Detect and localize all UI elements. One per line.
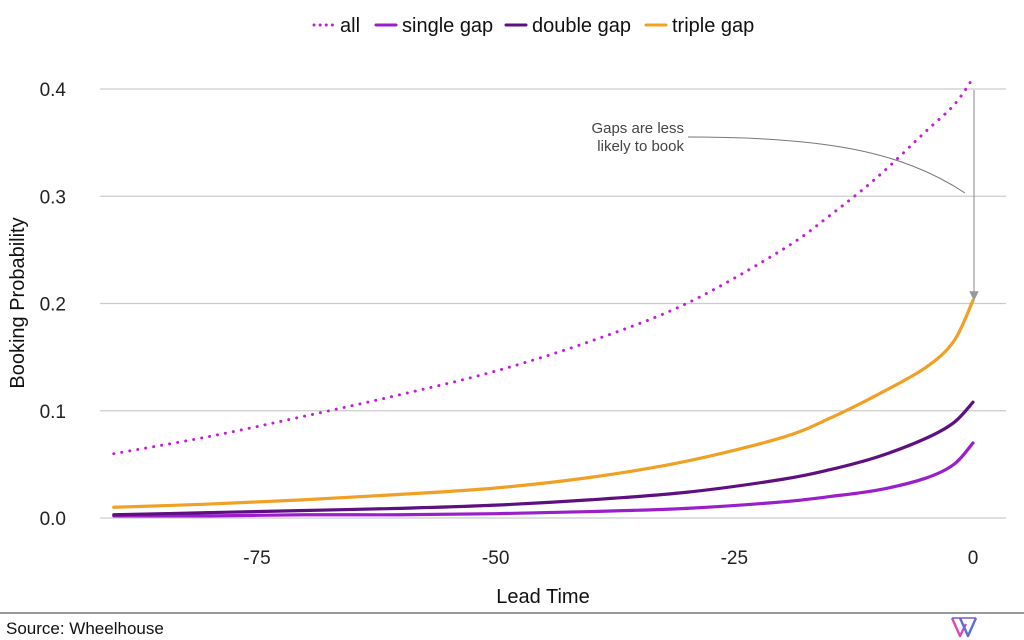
- legend-item-single-gap: single gap: [374, 15, 493, 37]
- y-tick-label: 0.0: [40, 509, 66, 530]
- series-line-single-gap: [112, 441, 975, 518]
- legend-item-all: all: [312, 15, 360, 37]
- annotation: Gaps are less likely to book: [591, 90, 979, 301]
- x-tick-label: -25: [721, 548, 748, 569]
- axis-ticks: 0.0 0.1 0.2 0.3 0.4 -75 -50 -25 0: [40, 80, 979, 569]
- legend-label: triple gap: [672, 15, 754, 37]
- x-axis-title: Lead Time: [496, 586, 589, 608]
- x-tick-label: -75: [243, 548, 270, 569]
- source-label: Source: Wheelhouse: [6, 619, 164, 638]
- x-tick-label: -50: [482, 548, 509, 569]
- annotation-connector: [687, 136, 966, 194]
- annotation-line-1: Gaps are less: [591, 120, 684, 137]
- series-line-double-gap: [112, 400, 975, 517]
- y-tick-label: 0.3: [40, 187, 66, 208]
- legend-item-double-gap: double gap: [504, 15, 631, 37]
- legend-label: all: [340, 15, 360, 37]
- legend-item-triple-gap: triple gap: [644, 15, 754, 37]
- annotation-line-2: likely to book: [597, 138, 684, 155]
- y-axis-title: Booking Probability: [7, 217, 29, 388]
- legend-label: single gap: [402, 15, 493, 37]
- y-tick-label: 0.2: [40, 295, 66, 316]
- legend: all single gap double gap triple gap: [312, 15, 754, 37]
- series-lines: [112, 76, 975, 518]
- wheelhouse-logo-icon: [950, 617, 978, 638]
- y-tick-label: 0.4: [40, 80, 67, 101]
- y-tick-label: 0.1: [40, 402, 66, 423]
- series-line-triple-gap: [112, 298, 975, 509]
- series-line-all: [112, 76, 975, 456]
- x-tick-label: 0: [968, 548, 979, 569]
- legend-label: double gap: [532, 15, 631, 37]
